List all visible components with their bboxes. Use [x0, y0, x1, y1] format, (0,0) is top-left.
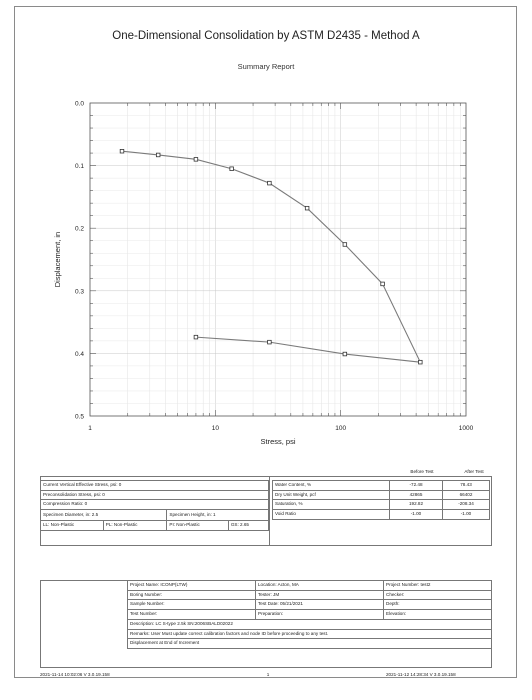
footer-page-number: 1: [266, 672, 270, 677]
consolidation-chart: 1 10 100 1000 0.0 0.1 0.2 0.3 0.4 0.5 Stress, psi…: [53, 101, 474, 447]
diameter-cell: Specimen Diameter, in: 2.5: [39, 509, 168, 522]
water-content-after: 78.43: [442, 480, 490, 491]
footer-right: 2021-11-12 14:28:34 V 3.0.19.158: [386, 672, 456, 677]
project-number-cell: Project Number: test2: [383, 580, 492, 591]
data-point: [267, 180, 272, 186]
y-tick-label: 0.2: [75, 226, 84, 233]
sample-number-cell: Sample Number:: [127, 599, 256, 611]
data-point: [193, 157, 199, 162]
data-point: [342, 351, 348, 357]
void-ratio-after: -1.00: [442, 509, 490, 520]
dry-unit-weight-before: 42865: [389, 489, 443, 501]
right-properties-table: Water Content, % -72.48 78.43 Dry Unit W…: [272, 480, 490, 520]
y-tick-label: 0.1: [75, 163, 84, 170]
plot-area: [89, 102, 467, 417]
test-date-cell: Test Date: 05/21/2021: [255, 599, 384, 611]
data-point: [380, 281, 385, 287]
report-subtitle: Summary Report: [237, 62, 295, 71]
left-properties-table: Current Vertical Effective Stress, psi: …: [39, 480, 270, 531]
gs-cell: GS: 2.65: [227, 520, 270, 531]
displacement-note-cell: Displacement at End of Increment: [127, 638, 492, 649]
location-cell: Location: Acton, MA: [255, 580, 384, 591]
checker-cell: Checker:: [383, 589, 492, 601]
y-tick-label: 0.3: [75, 288, 84, 295]
water-content-label: Water Content, %: [272, 480, 390, 491]
data-point: [229, 166, 234, 171]
after-test-header: After Test: [464, 469, 484, 474]
x-tick-label: 1: [88, 425, 92, 432]
void-ratio-before: -1.00: [389, 509, 443, 520]
x-tick-label: 100: [335, 425, 346, 432]
test-number-cell: Test Number:: [127, 609, 256, 620]
series-line: [121, 150, 422, 363]
depth-cell: Depth:: [383, 599, 492, 611]
project-table: Project Name: ICONP(LTW) Location: Acton…: [127, 580, 492, 649]
chart-grid: [90, 103, 466, 416]
x-tick-label: 1000: [459, 425, 474, 432]
pl-cell: PL: Non-Plastic: [102, 520, 168, 531]
height-cell: Specimen Height, in: 1: [166, 509, 269, 522]
y-tick-label: 0.5: [75, 414, 84, 421]
preconsolidation-cell: Preconsolidation Stress, psi: 0: [40, 489, 269, 501]
data-point: [193, 334, 199, 340]
saturation-before: 192.82: [389, 499, 443, 511]
void-ratio-label: Void Ratio: [272, 509, 390, 520]
data-point: [119, 149, 125, 154]
data-point: [342, 242, 348, 247]
x-axis-label: Stress, psi: [260, 437, 295, 446]
y-axis-label: Displacement, in: [53, 232, 62, 287]
effective-stress-cell: Current Vertical Effective Stress, psi: …: [40, 480, 269, 491]
remarks-cell: Remarks: User Must update correct calibr…: [127, 628, 492, 640]
report-title: One-Dimensional Consolidation by ASTM D2…: [112, 30, 420, 42]
tester-cell: Tester: JM: [255, 589, 384, 601]
project-name-cell: Project Name: ICONP(LTW): [127, 580, 256, 591]
dry-unit-weight-after: 66402: [442, 489, 490, 501]
data-point: [267, 339, 272, 345]
ll-cell: LL: Non-Plastic: [40, 520, 104, 531]
footer-left: 2021-11-14 10:02:06 V 3.0.19.158: [40, 672, 110, 677]
boring-number-cell: Boring Number:: [127, 589, 256, 601]
preparation-cell: Preparation:: [255, 609, 384, 620]
pi-cell: PI: Non-Plastic: [166, 520, 229, 531]
data-point: [155, 152, 161, 158]
data-point: [304, 205, 310, 211]
saturation-label: Saturation, %: [272, 499, 390, 511]
compression-ratio-cell: Compression Ratio: 0: [40, 499, 269, 511]
before-test-header: Before Test: [410, 469, 434, 474]
series-layer: [119, 149, 423, 365]
elevation-cell: Elevation:: [383, 609, 492, 620]
saturation-after: -208.34: [442, 499, 490, 511]
properties-divider: [269, 476, 270, 546]
x-tick-label: 10: [212, 425, 220, 432]
data-point: [418, 359, 423, 365]
dry-unit-weight-label: Dry Unit Weight, pcf: [272, 489, 390, 501]
description-cell: Description: LC S-type 2.5k SN:2006SBALD…: [127, 618, 492, 630]
y-tick-label: 0.4: [75, 351, 84, 358]
y-tick-label: 0.0: [75, 101, 84, 108]
axis-ticks: 1 10 100 1000 0.0 0.1 0.2 0.3 0.4 0.5: [75, 101, 474, 433]
water-content-before: -72.48: [389, 480, 443, 491]
